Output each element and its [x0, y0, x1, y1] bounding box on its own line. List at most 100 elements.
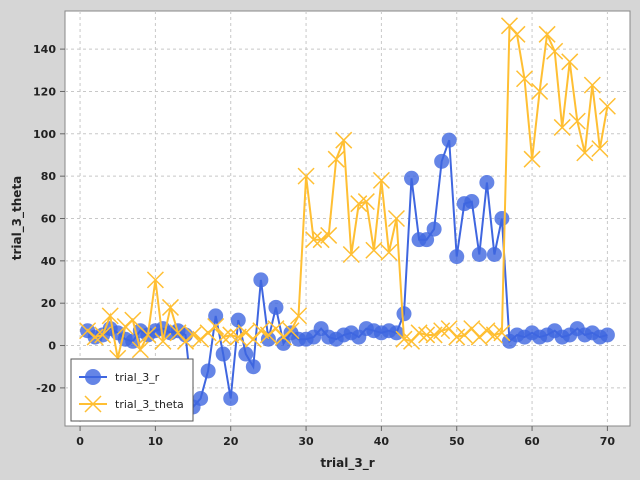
data-point-trial_3_theta [116, 317, 134, 336]
axes: 0 10 20 30 40 50 60 70 -20 0 20 40 60 80 100 120 140 [33, 43, 615, 448]
y-tick-label: 80 [41, 170, 57, 183]
data-point-trial_3_theta [538, 25, 556, 43]
data-point-trial_3_theta [192, 330, 210, 348]
data-point-trial_3_theta [207, 317, 225, 336]
data-point-trial_3_theta [553, 118, 571, 136]
data-point-trial_3_r [268, 299, 284, 315]
data-point-trial_3_theta [274, 328, 292, 346]
legend-label-trial_3_r: trial_3_r [115, 371, 160, 384]
data-point-trial_3_theta [516, 70, 534, 88]
data-point-trial_3_theta [154, 332, 172, 350]
data-point-trial_3_theta [312, 231, 330, 249]
data-point-trial_3_r [200, 363, 216, 379]
data-point-trial_3_r [599, 327, 615, 343]
data-point-trial_3_theta [94, 326, 112, 344]
data-point-trial_3_theta [598, 97, 616, 115]
data-point-trial_3_r [230, 312, 246, 328]
data-point-trial_3_r [494, 211, 510, 226]
legend-marker-trial_3_r [85, 369, 101, 385]
x-tick-label: 0 [76, 435, 84, 448]
data-point-trial_3_theta [101, 307, 119, 325]
data-point-trial_3_theta [237, 324, 255, 342]
data-point-trial_3_theta [139, 326, 157, 344]
data-point-trial_3_r [208, 308, 224, 324]
data-point-trial_3_theta [380, 243, 398, 261]
y-tick-label: 140 [33, 43, 56, 56]
y-axis-label: trial_3_theta [10, 176, 25, 261]
y-tick-label: 100 [33, 128, 56, 141]
data-point-trial_3_theta [493, 324, 511, 342]
y-tick-label: -20 [36, 382, 56, 395]
x-tick-label: 30 [298, 435, 314, 448]
data-point-trial_3_r [479, 175, 495, 191]
data-point-trial_3_theta [184, 326, 202, 344]
data-point-trial_3_theta [229, 328, 247, 346]
data-point-trial_3_theta [327, 150, 345, 168]
data-point-trial_3_r [245, 359, 261, 375]
x-tick-label: 50 [449, 435, 465, 448]
data-point-trial_3_theta [523, 150, 541, 168]
data-point-trial_3_r [253, 272, 269, 288]
data-point-trial_3_r [434, 153, 450, 169]
data-point-trial_3_r [449, 249, 465, 265]
legend-item-trial_3_r: trial_3_r [79, 369, 160, 385]
data-point-trial_3_theta [259, 326, 277, 344]
data-point-trial_3_r [419, 232, 435, 248]
y-tick-label: 0 [48, 340, 56, 353]
data-point-trial_3_theta [342, 245, 360, 264]
data-point-trial_3_theta [177, 332, 195, 350]
data-point-trial_3_r [404, 170, 420, 186]
y-tick-label: 20 [41, 297, 57, 310]
data-point-trial_3_r [441, 132, 457, 148]
data-point-trial_3_r [486, 246, 502, 262]
x-tick-label: 40 [374, 435, 390, 448]
y-tick-label: 120 [33, 85, 56, 98]
data-point-trial_3_theta [478, 322, 496, 340]
legend-label-trial_3_theta: trial_3_theta [115, 398, 184, 411]
data-point-trial_3_theta [372, 171, 390, 189]
data-point-trial_3_theta [161, 298, 179, 316]
x-tick-label: 10 [148, 435, 164, 448]
data-point-trial_3_r [396, 306, 412, 322]
data-point-trial_3_r [215, 346, 231, 362]
data-point-trial_3_theta [282, 322, 300, 340]
legend: trial_3_r trial_3_theta [70, 358, 194, 422]
data-point-trial_3_theta [297, 167, 315, 185]
x-tick-label: 20 [223, 435, 239, 448]
data-point-trial_3_theta [455, 326, 473, 344]
data-point-trial_3_r [275, 335, 291, 351]
data-point-trial_3_theta [531, 82, 549, 100]
data-point-trial_3_theta [546, 42, 564, 60]
data-point-trial_3_r [223, 390, 239, 406]
data-point-trial_3_theta [583, 76, 601, 94]
data-point-trial_3_theta [576, 144, 594, 162]
data-point-trial_3_theta [290, 307, 308, 325]
data-point-trial_3_theta [199, 324, 217, 342]
data-point-trial_3_theta [252, 322, 270, 340]
y-tick-label: 40 [41, 255, 57, 268]
data-point-trial_3_theta [305, 231, 323, 249]
data-point-trial_3_r [238, 346, 254, 362]
data-point-trial_3_r [471, 246, 487, 262]
data-point-trial_3_theta [131, 341, 149, 359]
legend-item-trial_3_theta: trial_3_theta [79, 395, 184, 413]
legend-box [70, 358, 194, 422]
data-point-trial_3_r [426, 221, 442, 237]
data-point-trial_3_r [388, 325, 404, 341]
data-point-trial_3_theta [146, 271, 164, 289]
data-point-trial_3_theta [508, 25, 526, 43]
series-layer [79, 17, 616, 415]
data-point-trial_3_theta [568, 112, 586, 130]
data-point-trial_3_theta [591, 140, 609, 158]
x-tick-label: 60 [524, 435, 540, 448]
series-line-trial_3_theta [86, 23, 609, 359]
data-point-trial_3_theta [365, 241, 383, 259]
data-point-trial_3_r [193, 390, 209, 406]
legend-marker-trial_3_theta [84, 395, 102, 413]
x-axis-label: trial_3_r [320, 456, 374, 471]
data-point-trial_3_r [464, 194, 480, 210]
data-point-trial_3_theta [470, 328, 488, 346]
x-tick-label: 70 [600, 435, 616, 448]
data-point-trial_3_theta [561, 53, 579, 71]
y-tick-label: 60 [41, 213, 57, 226]
